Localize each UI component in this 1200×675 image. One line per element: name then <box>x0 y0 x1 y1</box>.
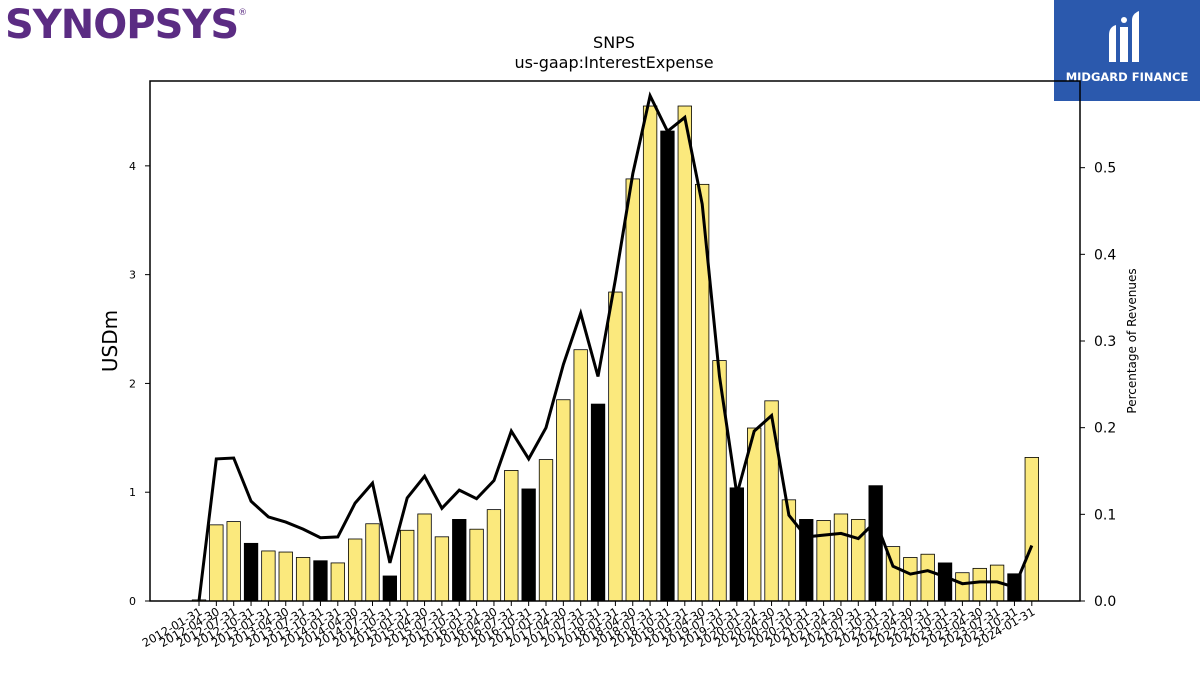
bar-2022-07-31 <box>920 553 935 602</box>
y2-tick-label: 0.1 <box>1094 507 1116 523</box>
bar-2014-10-31 <box>382 575 398 602</box>
pct-revenue-line <box>197 91 1034 602</box>
bar-2018-07-31 <box>642 105 658 602</box>
bar-2022-10-31 <box>937 562 953 602</box>
y-tick-label: 2 <box>129 377 136 390</box>
bar-2017-04-30 <box>556 399 571 602</box>
bar-2013-04-30 <box>278 551 293 602</box>
bar-2023-04-30 <box>972 567 987 602</box>
y-axis-label: USDm <box>98 310 122 372</box>
bar-2013-07-31 <box>295 557 311 602</box>
bar-2014-01-31 <box>330 562 345 602</box>
bar-2024-01-31 <box>1024 457 1039 602</box>
bar-2016-04-30 <box>486 509 502 602</box>
bar-2013-01-31 <box>261 550 276 602</box>
chart-title: SNPS <box>593 33 635 52</box>
y2-tick-label: 0.0 <box>1094 594 1116 610</box>
bar-2015-07-31 <box>434 536 450 602</box>
bar-2021-07-31 <box>851 519 866 602</box>
bar-2016-10-31 <box>521 488 536 602</box>
bar-2021-10-31 <box>868 485 883 602</box>
bar-2022-04-30 <box>903 557 918 602</box>
bar-2016-01-31 <box>469 528 484 602</box>
bar-2021-01-31 <box>816 520 831 602</box>
y2-tick-label: 0.4 <box>1094 247 1116 263</box>
y-tick-label: 0 <box>129 595 136 608</box>
bar-2012-07-31 <box>226 521 241 602</box>
y-tick-label: 4 <box>129 160 136 173</box>
bar-2012-10-31 <box>243 542 259 602</box>
bar-2017-01-31 <box>538 459 554 602</box>
midgard-finance-text: MIDGARD FINANCE <box>1065 70 1189 84</box>
bar-2013-10-31 <box>313 560 328 602</box>
y2-tick-label: 0.2 <box>1094 421 1116 437</box>
bar-2015-04-30 <box>417 513 432 602</box>
bar-2016-07-31 <box>504 470 519 602</box>
bar-2018-04-30 <box>625 178 640 602</box>
bar-2014-04-30 <box>347 538 363 602</box>
midgard-mark-icon <box>1109 11 1139 62</box>
bar-2014-07-31 <box>365 523 380 602</box>
chart-subtitle: us-gaap:InterestExpense <box>514 53 713 72</box>
bar-2018-01-31 <box>608 291 623 602</box>
bar-2019-07-31 <box>712 360 727 602</box>
bar-2015-10-31 <box>452 519 467 602</box>
bar-2017-07-31 <box>573 349 588 602</box>
bar-2019-01-31 <box>677 105 692 602</box>
y2-axis-label: Percentage of Revenues <box>1125 268 1139 413</box>
midgard-finance-logo: MIDGARD FINANCE <box>1054 0 1200 101</box>
y2-tick-label: 0.3 <box>1094 334 1116 350</box>
bar-2019-10-31 <box>729 487 744 602</box>
bar-2021-04-30 <box>833 513 849 602</box>
bar-2020-04-30 <box>764 400 779 602</box>
bar-2023-01-31 <box>955 572 970 602</box>
synopsys-logo: SYNOPSYS® <box>5 2 247 48</box>
bar-2018-10-31 <box>660 130 675 602</box>
y-tick-label: 3 <box>129 269 136 282</box>
y2-tick-label: 0.5 <box>1094 161 1116 177</box>
y-tick-label: 1 <box>129 486 136 499</box>
bar-2015-01-31 <box>400 529 415 602</box>
bar-2017-10-31 <box>590 403 606 602</box>
bar-2012-04-30 <box>209 524 224 602</box>
